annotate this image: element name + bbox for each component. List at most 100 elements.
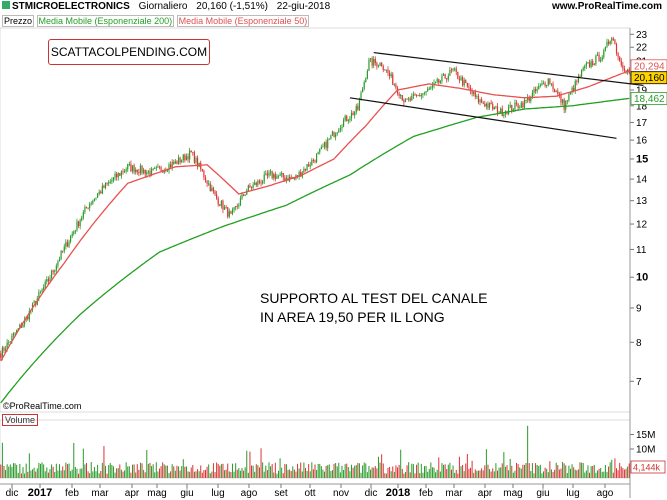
candle-body bbox=[441, 75, 443, 81]
volume-bar bbox=[182, 459, 184, 478]
volume-bar bbox=[489, 469, 491, 478]
volume-bar bbox=[84, 464, 86, 478]
candle-body bbox=[242, 194, 245, 196]
candle-body bbox=[1, 347, 3, 358]
volume-bar bbox=[446, 469, 448, 478]
candle-body bbox=[511, 104, 513, 111]
volume-bar bbox=[63, 470, 65, 478]
x-tick-label: ott bbox=[304, 488, 315, 499]
volume-bar bbox=[431, 467, 433, 478]
candle-body bbox=[406, 98, 408, 100]
volume-bar bbox=[560, 468, 562, 478]
volume-bar bbox=[385, 473, 387, 478]
volume-bar bbox=[273, 472, 275, 478]
volume-bar bbox=[565, 465, 567, 478]
candle-body bbox=[55, 265, 57, 271]
candle-body bbox=[238, 205, 240, 207]
volume-bar bbox=[317, 463, 319, 478]
volume-bar bbox=[222, 463, 224, 478]
volume-bar bbox=[423, 466, 425, 478]
volume-bar bbox=[336, 466, 338, 478]
candle-body bbox=[144, 169, 146, 175]
legend-ma50[interactable]: Media Mobile (Esponenziale 50) bbox=[176, 15, 310, 27]
volume-bar bbox=[324, 471, 326, 478]
candle-body bbox=[217, 198, 219, 205]
volume-bar bbox=[106, 473, 108, 478]
candle-body bbox=[193, 152, 195, 163]
volume-bar bbox=[328, 464, 330, 478]
volume-bar bbox=[12, 463, 14, 478]
annotation-line-2: IN AREA 19,50 PER IL LONG bbox=[260, 309, 445, 325]
volume-bar bbox=[36, 468, 38, 478]
volume-bar bbox=[244, 467, 246, 478]
volume-bar bbox=[216, 462, 218, 478]
volume-bar bbox=[51, 464, 53, 478]
volume-bar bbox=[557, 465, 559, 478]
candle-body bbox=[347, 120, 349, 122]
candle-body bbox=[0, 353, 2, 358]
candle-body bbox=[225, 206, 227, 208]
candle-body bbox=[74, 230, 76, 232]
candle-body bbox=[317, 152, 319, 155]
volume-bar bbox=[492, 468, 494, 478]
volume-bar bbox=[466, 453, 468, 478]
volume-bar bbox=[238, 468, 240, 478]
volume-bar bbox=[584, 472, 586, 478]
volume-bar bbox=[544, 467, 546, 478]
volume-bar bbox=[287, 469, 289, 478]
candle-body bbox=[346, 115, 348, 122]
y-tick-label: 13 bbox=[636, 196, 648, 207]
candle-body bbox=[76, 221, 78, 231]
volume-tick-label: 10M bbox=[636, 445, 655, 456]
volume-bar bbox=[249, 451, 251, 478]
candle-body bbox=[6, 342, 8, 350]
legend-price[interactable]: Prezzo bbox=[2, 15, 35, 27]
volume-bar bbox=[427, 471, 429, 478]
candle-body bbox=[117, 173, 119, 178]
volume-bar bbox=[57, 470, 59, 478]
candle-body bbox=[490, 102, 492, 105]
volume-bar bbox=[32, 469, 34, 478]
candle-body bbox=[338, 130, 340, 133]
volume-bar bbox=[470, 467, 472, 478]
legend-ma200[interactable]: Media Mobile (Esponenziale 200) bbox=[36, 15, 175, 27]
volume-bar bbox=[71, 469, 73, 478]
volume-bar bbox=[293, 469, 295, 478]
volume-bar bbox=[604, 464, 606, 478]
volume-bar bbox=[490, 471, 492, 478]
volume-bar bbox=[268, 462, 270, 478]
candle-body bbox=[469, 87, 472, 92]
volume-bar bbox=[325, 465, 327, 478]
candle-body bbox=[185, 156, 188, 161]
volume-bar bbox=[197, 469, 199, 478]
volume-bar bbox=[290, 471, 292, 478]
volume-bar bbox=[352, 467, 354, 478]
volume-bar bbox=[5, 469, 7, 478]
candle-body bbox=[82, 212, 84, 218]
volume-bar bbox=[422, 472, 424, 478]
candle-body bbox=[190, 150, 192, 152]
volume-bar bbox=[587, 465, 589, 478]
volume-bar bbox=[279, 458, 281, 478]
volume-label: Volume bbox=[2, 414, 39, 426]
candle-body bbox=[336, 132, 338, 135]
candle-body bbox=[120, 171, 122, 176]
candle-body bbox=[409, 98, 411, 101]
volume-bar bbox=[357, 463, 359, 478]
candle-body bbox=[557, 91, 559, 94]
volume-bar bbox=[117, 468, 119, 478]
y-tick-label: 18 bbox=[636, 101, 648, 112]
volume-bar bbox=[173, 466, 175, 478]
x-tick-label: ago bbox=[241, 488, 258, 499]
candle-body bbox=[206, 180, 208, 184]
volume-bar bbox=[311, 462, 313, 478]
volume-bar bbox=[614, 458, 616, 478]
candle-body bbox=[341, 126, 343, 129]
volume-bar bbox=[516, 462, 518, 478]
volume-bar bbox=[309, 471, 311, 478]
volume-bar bbox=[436, 469, 438, 478]
candle-body bbox=[592, 61, 594, 66]
volume-bar bbox=[100, 470, 102, 478]
volume-bar bbox=[541, 473, 543, 478]
